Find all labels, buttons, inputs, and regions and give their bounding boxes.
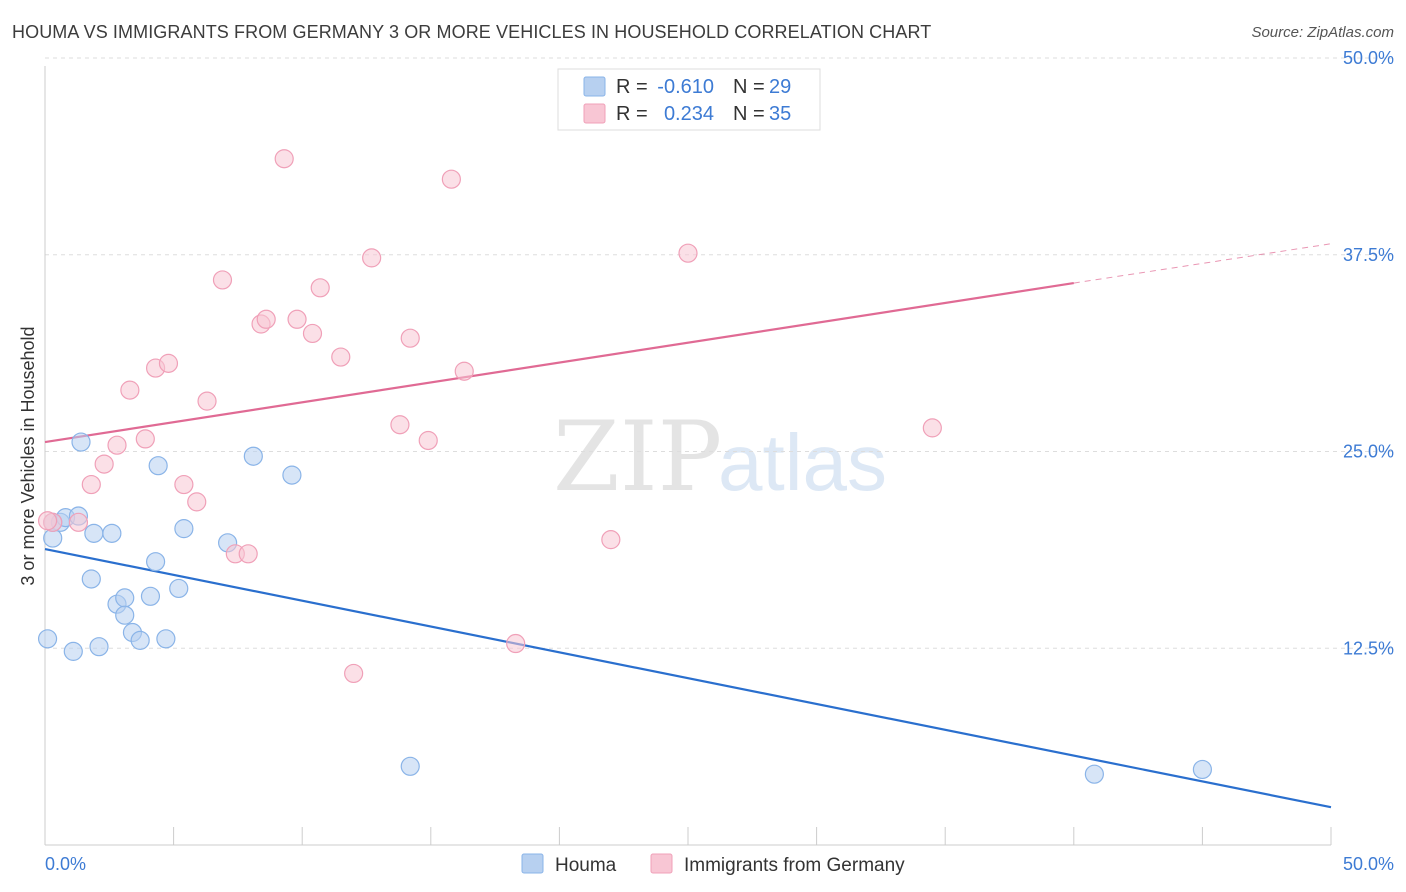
data-point (400, 756, 420, 776)
data-point (81, 569, 101, 589)
data-point (102, 523, 122, 543)
data-point (156, 629, 176, 649)
data-point (197, 391, 217, 411)
legend-n-value: 35 (769, 103, 791, 125)
trend-line-1 (44, 281, 1074, 444)
data-point (107, 435, 127, 455)
source-credit: Source: ZipAtlas.com (1251, 24, 1394, 41)
data-point (1084, 764, 1104, 784)
bottom-legend-label-germany: Immigrants from Germany (684, 855, 905, 876)
data-point (601, 530, 621, 550)
chart-title: HOUMA VS IMMIGRANTS FROM GERMANY 3 OR MO… (12, 22, 932, 42)
y-axis-label: 3 or more Vehicles in Household (18, 326, 38, 585)
data-point (506, 633, 526, 654)
y-tick-label: 37.5% (1343, 245, 1394, 265)
data-point (37, 629, 58, 649)
data-point (256, 309, 276, 329)
data-point (243, 446, 263, 466)
data-point (130, 630, 150, 650)
data-point (89, 637, 109, 657)
data-point (68, 512, 89, 532)
legend-n-label: N = (733, 103, 765, 125)
data-point (145, 552, 166, 572)
data-point (187, 492, 207, 512)
legend-r-label: R = (616, 103, 648, 125)
data-point (287, 309, 307, 329)
data-point (158, 353, 179, 373)
bottom-legend-swatch-houma (521, 853, 544, 874)
data-point (282, 465, 302, 485)
grid-lines (45, 57, 1394, 649)
trend-line-0 (44, 548, 1332, 809)
y-tick-label: 12.5% (1343, 638, 1394, 658)
x-tick-label-min: 0.0% (45, 854, 86, 874)
data-point (120, 380, 140, 400)
legend-swatch-germany (583, 103, 606, 124)
data-point (678, 243, 698, 263)
data-point (94, 454, 114, 474)
legend-n-value: 29 (769, 76, 791, 98)
trend-line-extension-1 (1073, 243, 1332, 284)
data-point (174, 519, 194, 539)
data-point (81, 474, 101, 495)
data-point (344, 663, 364, 684)
legend-r-value: -0.610 (657, 76, 714, 98)
data-point (169, 578, 189, 599)
data-point (922, 418, 942, 438)
y-tick-labels: 12.5% 25.0% 37.5% 50.0% (1343, 48, 1394, 658)
data-point (418, 430, 438, 451)
data-point (274, 149, 294, 169)
data-point (454, 361, 474, 381)
data-point (400, 328, 420, 348)
legend-swatch-houma (583, 76, 606, 97)
bottom-legend-swatch-germany (650, 853, 673, 874)
data-point (331, 347, 351, 367)
data-point (390, 415, 410, 435)
watermark-atlas: atlas (718, 418, 887, 507)
legend-r-label: R = (616, 76, 648, 98)
y-tick-label: 50.0% (1343, 48, 1394, 68)
y-tick-label: 25.0% (1343, 442, 1394, 462)
data-point (84, 523, 104, 543)
data-point (1192, 759, 1213, 780)
data-point (115, 588, 135, 608)
legend-n-label: N = (733, 76, 765, 98)
data-point (135, 429, 155, 449)
data-point (71, 432, 91, 452)
data-point (148, 456, 168, 476)
x-ticks (44, 827, 1332, 845)
data-point (238, 544, 258, 564)
data-point (212, 270, 233, 290)
data-point (441, 169, 461, 189)
data-point (140, 586, 161, 606)
legend-box: R = -0.610 N = 29 R = 0.234 N = 35 (557, 68, 821, 131)
data-point (63, 641, 83, 661)
x-tick-label-max: 50.0% (1343, 854, 1394, 874)
data-point (174, 474, 194, 495)
data-point (362, 248, 382, 268)
data-point (310, 278, 330, 298)
data-point (37, 511, 58, 531)
data-point (302, 323, 323, 344)
legend-r-value: 0.234 (664, 103, 714, 125)
data-point (115, 605, 135, 625)
watermark-zip: ZIP (553, 401, 722, 513)
trend-lines (44, 243, 1332, 809)
bottom-legend-label-houma: Houma (555, 855, 617, 876)
bottom-legend: Houma Immigrants from Germany (521, 853, 905, 876)
